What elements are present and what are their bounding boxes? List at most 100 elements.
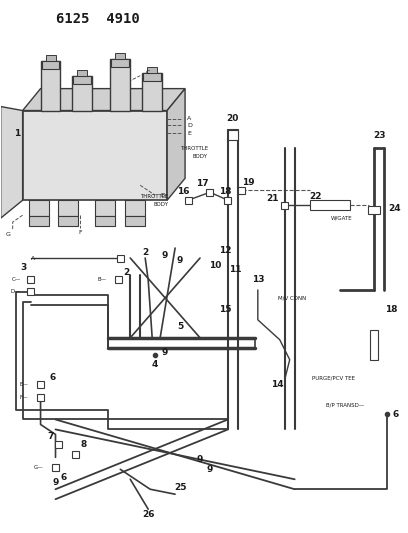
Bar bbox=[125, 216, 145, 226]
Text: W/GATE: W/GATE bbox=[331, 216, 353, 221]
Text: 9: 9 bbox=[162, 348, 169, 357]
Bar bbox=[228, 131, 238, 140]
Text: 6125  4910: 6125 4910 bbox=[55, 12, 139, 26]
Bar bbox=[111, 59, 129, 67]
Text: 20: 20 bbox=[227, 114, 239, 123]
Bar bbox=[142, 72, 162, 110]
Text: 9: 9 bbox=[177, 255, 183, 264]
Text: 22: 22 bbox=[309, 192, 322, 201]
Text: 15: 15 bbox=[219, 305, 231, 314]
Text: 19: 19 bbox=[242, 178, 254, 187]
Bar bbox=[238, 187, 245, 194]
Bar bbox=[115, 53, 125, 59]
Text: B/P TRANSD—: B/P TRANSD— bbox=[326, 402, 364, 407]
Text: F: F bbox=[79, 230, 82, 235]
Bar bbox=[29, 216, 49, 226]
Bar bbox=[95, 216, 115, 226]
Text: B: B bbox=[160, 193, 164, 198]
Bar bbox=[46, 55, 55, 61]
Bar bbox=[281, 201, 288, 209]
Text: 1: 1 bbox=[15, 129, 21, 138]
Polygon shape bbox=[1, 107, 22, 218]
Polygon shape bbox=[167, 88, 185, 200]
Text: E: E bbox=[187, 131, 191, 136]
Text: 23: 23 bbox=[373, 131, 386, 140]
Text: BODY: BODY bbox=[153, 201, 168, 207]
Text: 9: 9 bbox=[52, 478, 59, 487]
Text: 21: 21 bbox=[266, 193, 279, 203]
Text: D—: D— bbox=[11, 289, 21, 294]
Bar bbox=[52, 464, 59, 471]
Text: C: C bbox=[145, 70, 150, 75]
Text: 9: 9 bbox=[207, 465, 213, 474]
Bar bbox=[78, 70, 87, 76]
Text: F—: F— bbox=[20, 395, 29, 400]
Bar bbox=[95, 200, 115, 216]
Bar bbox=[58, 200, 78, 216]
Text: 2: 2 bbox=[123, 269, 129, 278]
Text: A: A bbox=[187, 116, 191, 121]
Text: PURGE/PCV TEE: PURGE/PCV TEE bbox=[313, 375, 355, 380]
Text: 25: 25 bbox=[174, 483, 186, 492]
Text: D: D bbox=[187, 123, 192, 128]
Text: 9: 9 bbox=[197, 455, 203, 464]
Bar bbox=[42, 61, 60, 69]
Text: 5: 5 bbox=[177, 322, 183, 332]
Text: 11: 11 bbox=[228, 265, 241, 274]
Polygon shape bbox=[22, 110, 167, 200]
Bar bbox=[110, 59, 130, 110]
Text: BODY: BODY bbox=[193, 154, 208, 159]
Text: C—: C— bbox=[11, 278, 21, 282]
Bar bbox=[206, 189, 213, 196]
Bar bbox=[55, 441, 62, 448]
Bar bbox=[368, 206, 380, 214]
Text: 3: 3 bbox=[20, 263, 27, 272]
Text: 13: 13 bbox=[252, 276, 264, 285]
Text: 2: 2 bbox=[142, 247, 149, 256]
Bar bbox=[143, 72, 161, 80]
Text: M/V CONN: M/V CONN bbox=[278, 295, 306, 301]
Text: THROTTLE: THROTTLE bbox=[140, 193, 168, 199]
Bar bbox=[27, 288, 34, 295]
Text: 10: 10 bbox=[209, 261, 221, 270]
Text: E—: E— bbox=[20, 382, 29, 387]
Text: 7: 7 bbox=[47, 432, 54, 441]
Bar bbox=[115, 277, 122, 284]
Bar bbox=[117, 255, 124, 262]
Text: 6: 6 bbox=[60, 473, 67, 482]
Text: 8: 8 bbox=[80, 440, 86, 449]
Bar bbox=[29, 200, 49, 216]
Bar bbox=[72, 451, 79, 458]
Text: THROTTLE: THROTTLE bbox=[180, 146, 208, 151]
Bar bbox=[73, 76, 91, 84]
Text: 14: 14 bbox=[271, 380, 284, 389]
Bar bbox=[184, 197, 191, 204]
Text: 16: 16 bbox=[177, 187, 189, 196]
Text: G: G bbox=[6, 232, 11, 237]
Bar bbox=[27, 277, 34, 284]
Text: G—: G— bbox=[34, 465, 44, 470]
Bar bbox=[224, 197, 231, 204]
Text: A—: A— bbox=[31, 255, 41, 261]
Text: 9: 9 bbox=[162, 251, 169, 260]
Bar bbox=[125, 200, 145, 216]
Text: 18: 18 bbox=[219, 187, 231, 196]
Text: 6: 6 bbox=[392, 410, 399, 419]
Bar bbox=[370, 330, 378, 360]
Bar bbox=[37, 381, 44, 388]
Bar bbox=[310, 200, 350, 210]
Bar bbox=[40, 61, 60, 110]
Text: 6: 6 bbox=[49, 373, 55, 382]
Text: 4: 4 bbox=[152, 360, 158, 369]
Bar bbox=[73, 76, 92, 110]
Bar bbox=[58, 216, 78, 226]
Text: 17: 17 bbox=[196, 179, 208, 188]
Text: 12: 12 bbox=[219, 246, 231, 255]
Bar bbox=[37, 394, 44, 401]
Polygon shape bbox=[22, 88, 185, 110]
Text: B—: B— bbox=[97, 278, 106, 282]
Text: 24: 24 bbox=[388, 204, 401, 213]
Text: 26: 26 bbox=[142, 510, 155, 519]
Text: 18: 18 bbox=[385, 305, 398, 314]
Bar bbox=[147, 67, 157, 72]
